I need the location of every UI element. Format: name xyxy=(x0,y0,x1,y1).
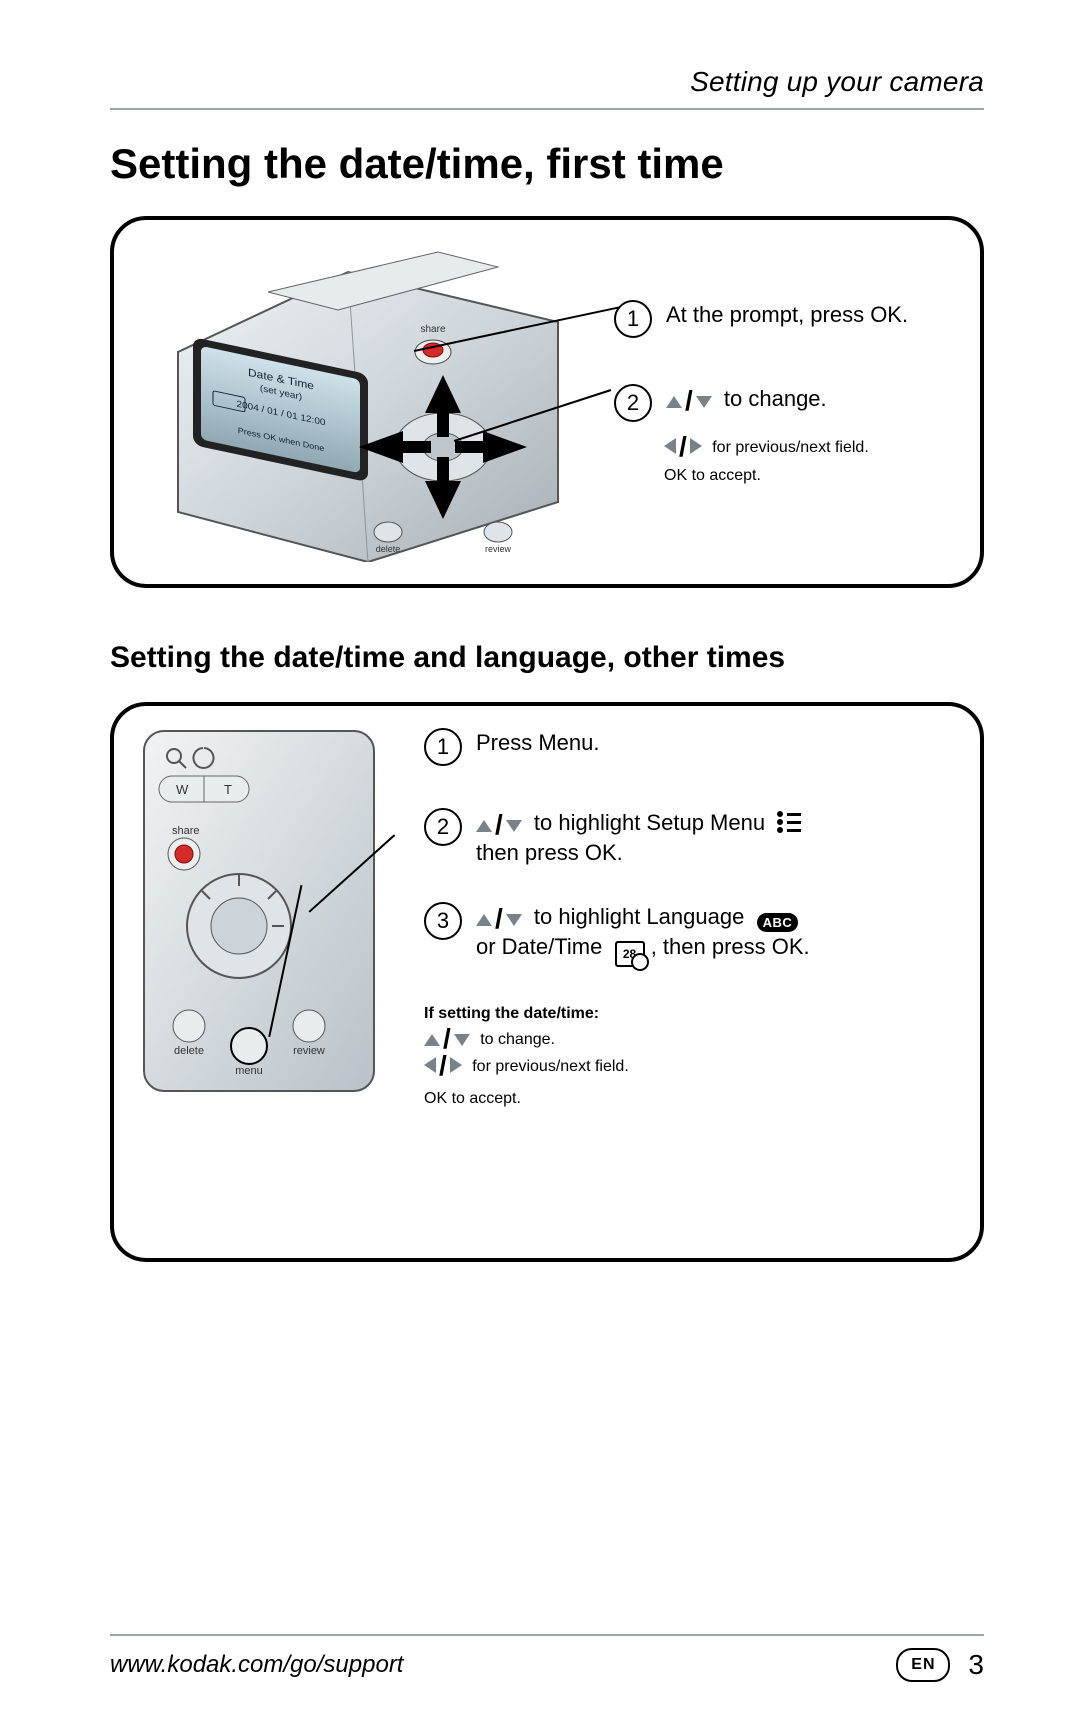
panel-other-times: W T share delete menu review xyxy=(110,702,984,1262)
if-change: / to change. xyxy=(424,1031,956,1049)
step1-text: At the prompt, press OK. xyxy=(666,300,908,330)
step-bubble-1: 1 xyxy=(614,300,652,338)
svg-text:T: T xyxy=(224,782,232,797)
page-title: Setting the date/time, first time xyxy=(110,140,984,188)
svg-text:W: W xyxy=(176,782,189,797)
svg-text:menu: menu xyxy=(235,1065,263,1077)
svg-text:share: share xyxy=(420,324,445,335)
step2-line2: / for previous/next field. xyxy=(664,438,960,457)
svg-text:share: share xyxy=(172,825,200,837)
svg-text:review: review xyxy=(293,1045,325,1057)
up-down-icon: / xyxy=(424,1031,470,1049)
lang-badge: EN xyxy=(896,1648,950,1682)
up-down-icon: / xyxy=(666,384,712,414)
step-bubble-2: 2 xyxy=(424,808,462,846)
if-accept: OK to accept. xyxy=(424,1090,956,1108)
camera-illustration-back: W T share delete menu review xyxy=(134,726,384,1096)
steps-other: 1 Press Menu. 2 / to highlight Setup Men… xyxy=(424,728,956,1107)
support-url: www.kodak.com/go/support xyxy=(110,1653,403,1677)
up-down-icon: / xyxy=(476,902,522,932)
step-bubble-1: 1 xyxy=(424,728,462,766)
language-abc-icon: ABC xyxy=(757,913,799,932)
step2-text: / to change. xyxy=(666,384,827,414)
p2-step2: / to highlight Setup Menu then press OK. xyxy=(476,808,801,867)
page-footer: www.kodak.com/go/support EN 3 xyxy=(110,1634,984,1682)
svg-text:review: review xyxy=(485,544,512,554)
running-head: Setting up your camera xyxy=(110,66,984,98)
svg-text:delete: delete xyxy=(376,544,401,554)
p2-step1: Press Menu. xyxy=(476,728,600,758)
if-prevnext: / for previous/next field. xyxy=(424,1057,956,1076)
p2-step3: / to highlight Language ABC or Date/Time… xyxy=(476,902,810,967)
step2-line3: OK to accept. xyxy=(664,467,960,485)
setup-menu-icon xyxy=(777,811,801,833)
page-number: 3 xyxy=(968,1651,984,1679)
up-down-icon: / xyxy=(476,808,522,838)
step-bubble-3: 3 xyxy=(424,902,462,940)
steps-first: 1 At the prompt, press OK. 2 / to change… xyxy=(614,300,960,485)
svg-text:delete: delete xyxy=(174,1045,204,1057)
step-bubble-2: 2 xyxy=(614,384,652,422)
panel-first-time: Date & Time (set year) 2004 / 01 / 01 12… xyxy=(110,216,984,588)
date-time-icon: 28 xyxy=(615,941,645,967)
left-right-icon: / xyxy=(424,1057,462,1076)
subtitle: Setting the date/time and language, othe… xyxy=(110,640,984,676)
left-right-icon: / xyxy=(664,438,702,457)
page: Setting up your camera Setting the date/… xyxy=(0,0,1080,1728)
camera-illustration-iso: Date & Time (set year) 2004 / 01 / 01 12… xyxy=(138,232,578,562)
top-rule xyxy=(110,108,984,110)
if-heading: If setting the date/time: xyxy=(424,1005,956,1023)
